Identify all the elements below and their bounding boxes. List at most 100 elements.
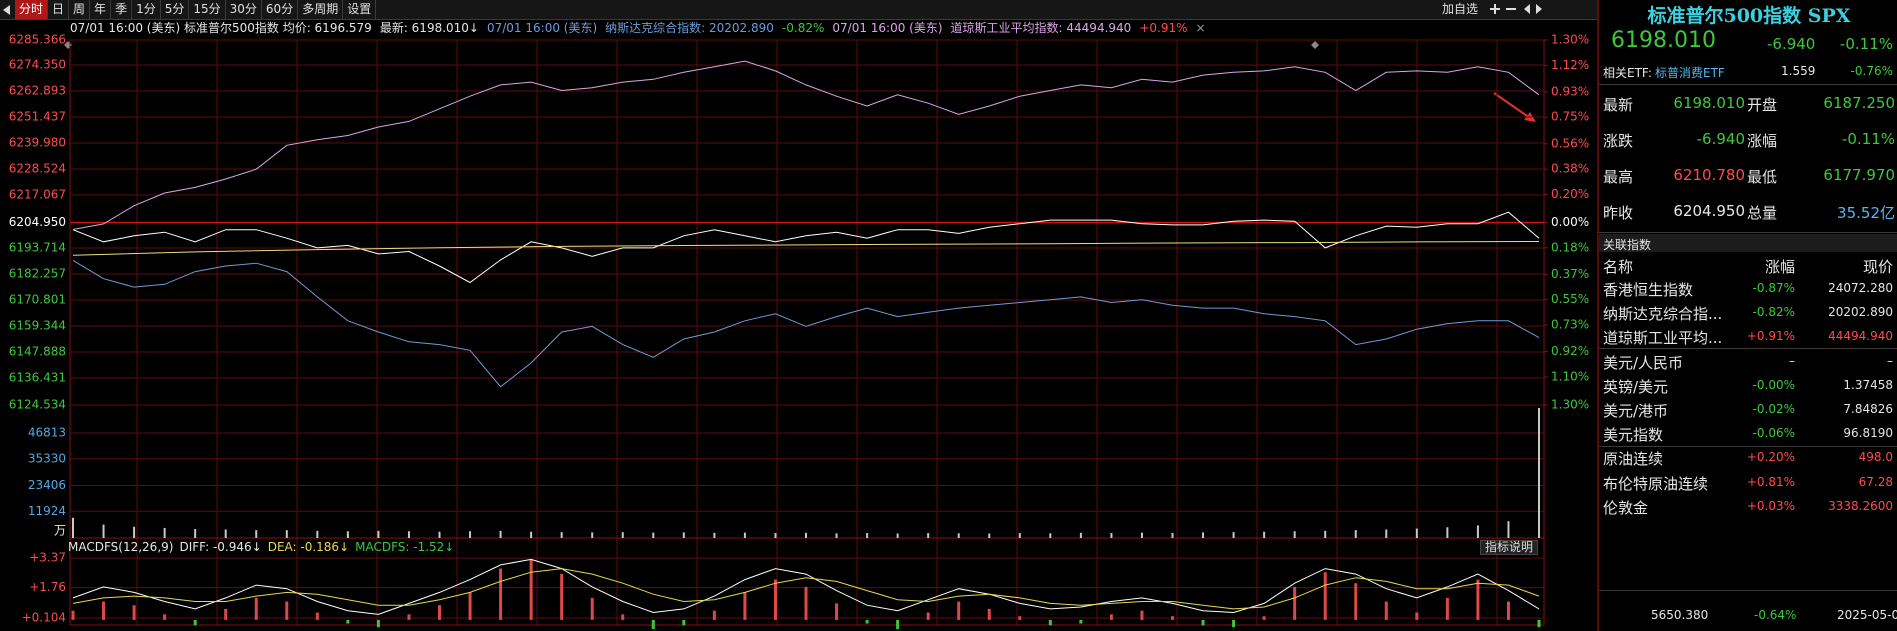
price: 6198.010	[1611, 28, 1716, 53]
macd-bar	[1506, 601, 1510, 620]
panel-title: 标准普尔500指数 SPX	[1647, 5, 1851, 27]
volume-bar	[652, 532, 655, 538]
stat-label: 涨幅	[1747, 132, 1778, 150]
index-name[interactable]: 美元指数	[1603, 426, 1664, 445]
annotation-arrow	[1493, 92, 1536, 122]
volume-bar	[988, 533, 991, 538]
tab[interactable]: 年	[90, 0, 112, 19]
index-name[interactable]: 香港恒生指数	[1603, 281, 1694, 299]
index-price: 3338.2600	[1828, 498, 1893, 513]
volume-bar	[1324, 530, 1327, 538]
y2-tick-label: 0.73%	[1551, 317, 1589, 331]
tab[interactable]: 分时	[15, 0, 49, 19]
tab[interactable]: 60分	[262, 0, 299, 19]
y2-tick-label: 0.37%	[1551, 267, 1589, 281]
volume-bar	[224, 529, 227, 538]
volume-bar	[1293, 531, 1296, 538]
macd-bar	[1109, 614, 1113, 620]
macd-bar	[529, 559, 533, 620]
index-name[interactable]: 英镑/美元	[1603, 377, 1669, 396]
macd-bar	[1232, 619, 1236, 628]
volume-bar	[1202, 532, 1205, 538]
macd-bar	[896, 619, 900, 630]
volume-bar	[1415, 528, 1418, 538]
macd-label: MACDFS(12,26,9)	[68, 540, 174, 554]
index-price: 96.8190	[1843, 426, 1893, 441]
index-name[interactable]: 美元/港币	[1603, 402, 1669, 420]
volume-bar	[591, 532, 594, 538]
volume-bar	[1446, 527, 1449, 538]
y-tick-label: +0.104	[22, 610, 66, 624]
tab[interactable]: 日	[48, 0, 70, 19]
macd-bar	[285, 601, 289, 620]
change: -6.940	[1767, 35, 1816, 53]
back-button[interactable]	[3, 4, 10, 15]
y2-tick-label: 0.75%	[1551, 110, 1589, 124]
volume-bar	[1538, 407, 1540, 538]
macd-bar	[651, 619, 655, 630]
macd-bar	[1293, 586, 1297, 620]
macd-bar	[1201, 619, 1205, 626]
macd-value: MACDFS: -1.52↓	[355, 540, 455, 554]
index-name[interactable]: 美元/人民币	[1603, 353, 1684, 372]
etf-name[interactable]: 标普消费ETF	[1655, 66, 1725, 80]
macd-bar	[1384, 601, 1388, 620]
indicator-help[interactable]: 指标说明	[1479, 540, 1538, 555]
tab[interactable]: 15分	[189, 0, 226, 19]
stat-value: 35.52亿	[1837, 204, 1895, 222]
price-line	[72, 60, 1540, 230]
volume-bar	[560, 532, 563, 538]
tab[interactable]: 季	[111, 0, 133, 19]
volume-bar	[1385, 529, 1388, 538]
index-change: –	[1789, 353, 1795, 368]
stat-value: -0.11%	[1841, 130, 1895, 148]
index-name[interactable]: 布伦特原油连续	[1603, 474, 1709, 493]
tab[interactable]: 5分	[161, 0, 190, 19]
index-price: 67.28	[1858, 474, 1893, 489]
tabs: 分时日周年季 1分 5分 15分 30分 60分 多周期 设置	[15, 0, 377, 19]
index-name[interactable]: 原油连续	[1603, 450, 1664, 469]
y2-tick-label: 0.55%	[1551, 292, 1589, 306]
y-tick-label: 6159.344	[9, 319, 66, 333]
y-tick-label: 6285.366	[9, 33, 66, 47]
tab[interactable]: 1分	[132, 0, 161, 19]
index-name[interactable]: 伦敦金	[1603, 498, 1649, 517]
tab[interactable]: 30分	[226, 0, 262, 19]
volume-bar	[1507, 521, 1510, 538]
tab[interactable]: 周	[69, 0, 91, 19]
marker	[1311, 41, 1319, 49]
toolbar-icons	[1490, 4, 1542, 14]
y2-tick-label: 1.30%	[1551, 398, 1589, 412]
macd-bar	[1171, 616, 1174, 620]
index-name[interactable]: 道琼斯工业平均...	[1603, 329, 1723, 348]
y-tick-label: 46813	[28, 426, 66, 440]
volume-bar	[1171, 532, 1174, 538]
related-header-bar	[1599, 234, 1897, 252]
tab[interactable]: 多周期	[298, 0, 344, 19]
macd-bar	[1262, 616, 1266, 620]
macd-bar	[1354, 583, 1358, 620]
macd-bar	[468, 592, 472, 620]
volume-bar	[285, 530, 288, 538]
volume-bar	[133, 526, 136, 538]
info-text: -0.82%	[781, 21, 825, 35]
macd-bar	[743, 592, 747, 620]
close-button[interactable]: ×	[1195, 21, 1206, 35]
quote-panel: 标准普尔500指数 SPX 6198.010 -6.940 -0.11% 相关E…	[1597, 0, 1897, 631]
add-favorite[interactable]: 加自选	[1442, 2, 1479, 16]
y2-tick-label: 1.10%	[1551, 369, 1589, 383]
index-change: +0.03%	[1746, 498, 1795, 513]
y-tick-label: 6262.893	[9, 84, 66, 98]
macd-bar	[1048, 619, 1052, 626]
info-text: 07/01 16:00 (美东)	[486, 21, 598, 35]
volume-bar	[835, 533, 838, 538]
macd-bar	[957, 601, 961, 620]
volume-bar	[957, 533, 960, 538]
volume-bar	[255, 530, 258, 538]
index-name[interactable]: 纳斯达克综合指...	[1603, 305, 1723, 324]
y-tick-label: 6251.437	[9, 110, 66, 124]
price-line	[72, 241, 1540, 256]
y2-tick-label: 1.30%	[1551, 33, 1589, 47]
tab[interactable]: 设置	[343, 0, 377, 19]
macd-bar	[71, 610, 75, 620]
